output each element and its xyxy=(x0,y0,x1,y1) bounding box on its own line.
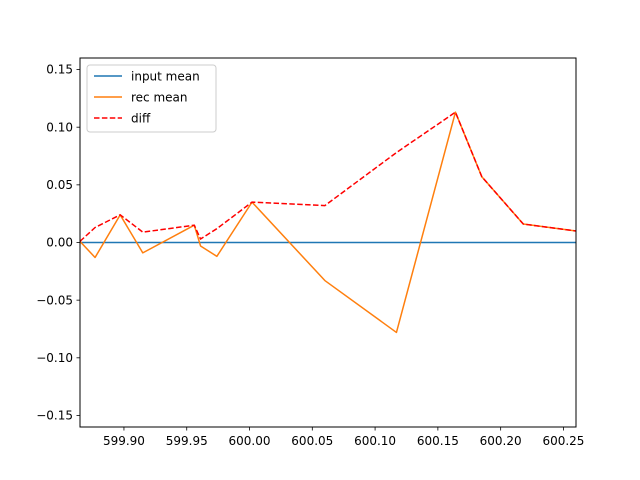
y-axis: 0.15 0.10 0.05 0.00 −0.05 −0.10 −0.15 xyxy=(36,63,80,423)
legend-label: rec mean xyxy=(131,90,188,104)
legend-box xyxy=(86,64,217,133)
y-tick-label: 0.05 xyxy=(46,178,73,192)
x-tick-label: 600.00 xyxy=(229,434,271,448)
legend-label: diff xyxy=(131,111,151,125)
legend: input mean rec mean diff xyxy=(86,64,217,133)
x-tick-label: 600.05 xyxy=(291,434,333,448)
y-tick-label: 0.00 xyxy=(46,236,73,250)
x-tick-label: 599.95 xyxy=(166,434,208,448)
x-tick-label: 599.90 xyxy=(103,434,145,448)
x-tick-label: 600.20 xyxy=(480,434,522,448)
y-tick-label: 0.15 xyxy=(46,63,73,77)
y-tick-label: −0.15 xyxy=(36,409,73,423)
y-tick-label: 0.10 xyxy=(46,120,73,134)
series-line-diff xyxy=(80,111,576,242)
x-tick-label: 600.25 xyxy=(542,434,584,448)
series-layer xyxy=(80,111,576,334)
x-tick-label: 600.10 xyxy=(354,434,396,448)
y-tick-label: −0.05 xyxy=(36,293,73,307)
x-axis: 599.90 599.95 600.00 600.05 600.10 600.15 600.… xyxy=(103,427,584,448)
legend-label: input mean xyxy=(131,69,200,83)
y-tick-label: −0.10 xyxy=(36,351,73,365)
x-tick-label: 600.15 xyxy=(417,434,459,448)
